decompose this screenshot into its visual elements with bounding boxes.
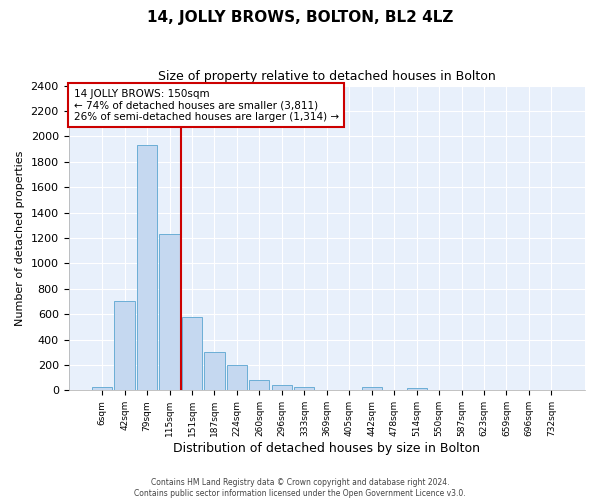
Bar <box>115 302 134 390</box>
Bar <box>182 318 202 390</box>
Bar <box>407 388 427 390</box>
Y-axis label: Number of detached properties: Number of detached properties <box>15 150 25 326</box>
X-axis label: Distribution of detached houses by size in Bolton: Distribution of detached houses by size … <box>173 442 480 455</box>
Bar <box>294 386 314 390</box>
Text: 14 JOLLY BROWS: 150sqm
← 74% of detached houses are smaller (3,811)
26% of semi-: 14 JOLLY BROWS: 150sqm ← 74% of detached… <box>74 88 339 122</box>
Bar <box>205 352 224 391</box>
Text: Contains HM Land Registry data © Crown copyright and database right 2024.
Contai: Contains HM Land Registry data © Crown c… <box>134 478 466 498</box>
Bar <box>160 234 179 390</box>
Title: Size of property relative to detached houses in Bolton: Size of property relative to detached ho… <box>158 70 496 83</box>
Bar <box>272 384 292 390</box>
Bar <box>137 145 157 390</box>
Bar <box>249 380 269 390</box>
Bar <box>92 386 112 390</box>
Text: 14, JOLLY BROWS, BOLTON, BL2 4LZ: 14, JOLLY BROWS, BOLTON, BL2 4LZ <box>147 10 453 25</box>
Bar <box>362 386 382 390</box>
Bar <box>227 365 247 390</box>
